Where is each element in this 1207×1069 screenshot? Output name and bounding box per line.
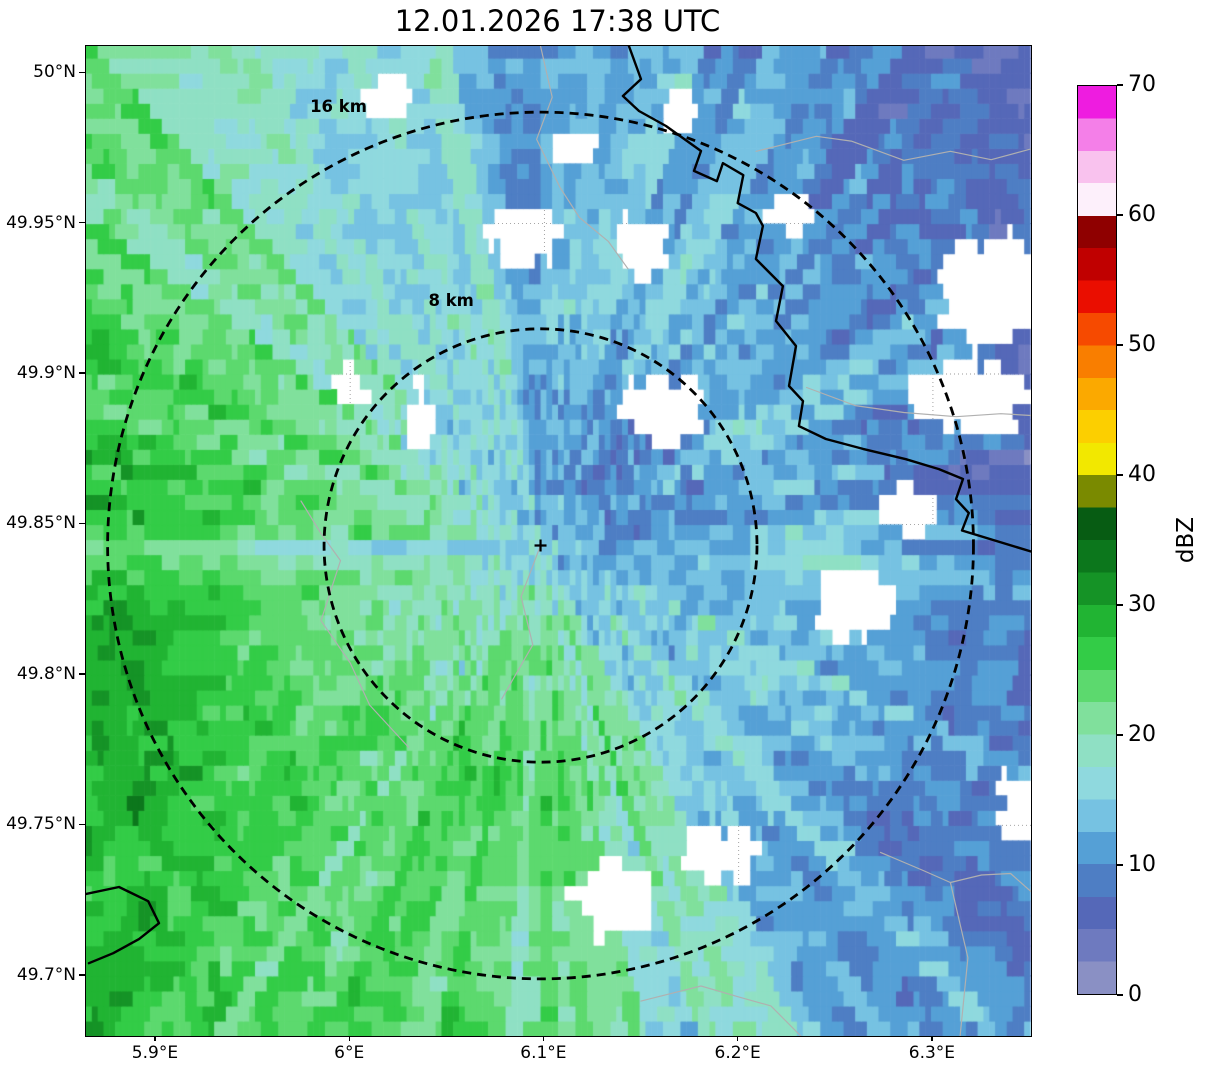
reflectivity-field-canvas [86, 46, 1031, 1036]
y-tick-mark [79, 522, 85, 525]
colorbar-gradient [1077, 85, 1117, 995]
y-tick-mark [79, 372, 85, 374]
y-tick-label: 49.7°N [16, 964, 76, 985]
river-lines [300, 46, 1031, 1036]
x-tick-label: 5.9°E [131, 1043, 179, 1063]
colorbar-tick-mark [1117, 84, 1123, 86]
x-tick-mark [542, 1036, 545, 1041]
colorbar-tick-mark [1117, 474, 1123, 476]
range-ring-label: 16 km [310, 97, 367, 116]
radar-site-marker [534, 539, 547, 552]
country-border [86, 46, 1031, 965]
colorbar-tick-label: 50 [1128, 332, 1156, 357]
plot-title: 12.01.2026 17:38 UTC [394, 4, 721, 38]
x-tick-label: 6°E [334, 1043, 365, 1063]
colorbar-tick-mark [1117, 994, 1123, 996]
range-ring-8km [322, 327, 759, 764]
x-tick-label: 6.1°E [520, 1043, 567, 1063]
x-tick-label: 6.3°E [908, 1043, 956, 1063]
x-tick-mark [348, 1036, 350, 1041]
x-tick-mark [737, 1036, 739, 1041]
colorbar-tick-label: 60 [1128, 202, 1156, 227]
colorbar-tick-label: 70 [1128, 72, 1156, 97]
colorbar-tick-mark [1117, 214, 1123, 216]
y-tick-label: 49.95°N [6, 212, 76, 233]
map-overlay: 8 km 16 km [86, 46, 1031, 1036]
range-ring-label: 8 km [428, 291, 473, 310]
colorbar-tick-mark [1117, 604, 1123, 606]
y-tick-label: 50°N [33, 62, 76, 83]
y-tick-mark [79, 222, 85, 224]
x-tick-mark [154, 1036, 156, 1041]
colorbar-tick-label: 20 [1128, 722, 1156, 747]
colorbar-tick-mark [1117, 864, 1123, 866]
range-ring-16km [106, 110, 975, 981]
colorbar-tick-label: 10 [1128, 852, 1156, 877]
y-tick-mark [79, 974, 85, 976]
colorbar-title: dBZ [1173, 516, 1200, 564]
y-tick-label: 49.85°N [6, 513, 76, 534]
colorbar-tick-label: 0 [1128, 982, 1142, 1007]
y-tick-mark [79, 673, 85, 675]
colorbar-tick-label: 30 [1128, 592, 1156, 617]
map-plot: 8 km 16 km [85, 45, 1032, 1037]
x-tick-mark [931, 1036, 933, 1041]
y-tick-label: 49.75°N [6, 814, 76, 835]
y-tick-label: 49.8°N [16, 663, 76, 684]
colorbar-tick-mark [1117, 734, 1123, 736]
y-tick-label: 49.9°N [16, 362, 76, 383]
colorbar-tick-mark [1117, 344, 1123, 346]
colorbar-tick-label: 40 [1128, 462, 1156, 487]
y-tick-mark [79, 823, 85, 826]
y-tick-mark [79, 71, 85, 73]
x-tick-label: 6.2°E [714, 1043, 761, 1063]
